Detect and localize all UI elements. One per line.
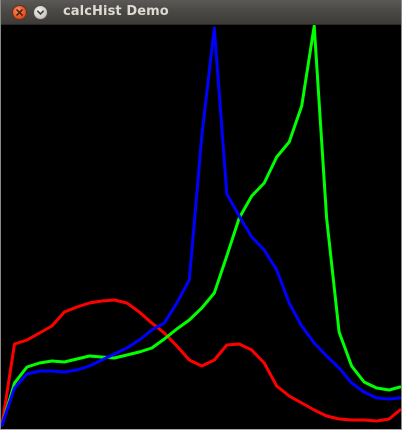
close-icon bbox=[16, 9, 23, 16]
window-title: calcHist Demo bbox=[63, 4, 169, 19]
histogram-canvas bbox=[1, 25, 401, 429]
minimize-button[interactable] bbox=[33, 5, 48, 20]
histogram-series-blue-line bbox=[1, 26, 401, 427]
histogram-series-red-line bbox=[1, 298, 401, 427]
histogram-chart bbox=[1, 25, 401, 429]
close-button[interactable] bbox=[12, 5, 27, 20]
chevron-down-icon bbox=[37, 10, 44, 15]
title-bar[interactable]: calcHist Demo bbox=[1, 0, 401, 25]
histogram-series-green-line bbox=[1, 25, 401, 427]
